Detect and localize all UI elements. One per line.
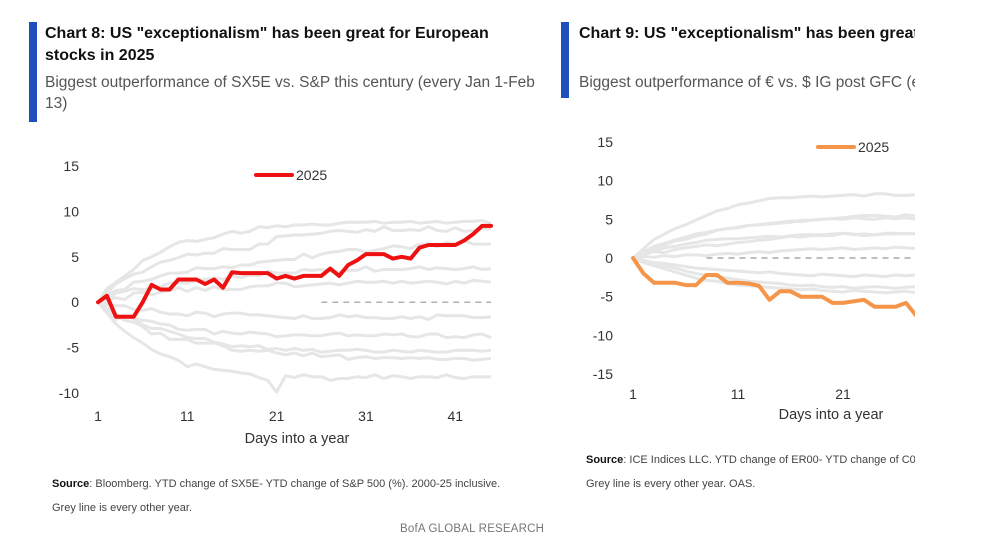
chart-8-grey-series-line	[97, 301, 492, 354]
chart-8-y-tick-label: 0	[71, 294, 79, 310]
chart-8-y-tick-label: -10	[59, 385, 79, 401]
chart-8-x-axis-title: Days into a year	[245, 431, 350, 447]
chart-8-source-line2: Grey line is every other year.	[52, 502, 193, 514]
chart-9-grey-series-line	[632, 245, 915, 260]
chart-9-x-tick-label: 21	[835, 386, 851, 402]
chart-9-y-tick-label: -15	[593, 366, 613, 382]
chart-8-grey-series-line	[97, 300, 492, 321]
chart-8-grey-series-line	[97, 300, 492, 362]
chart-8-title-bar	[29, 22, 37, 122]
chart-8-x-tick-label: 1	[94, 408, 102, 424]
chart-9-grey-series-line	[632, 231, 915, 260]
chart-9-subtitle: Biggest outperformance of € vs. $ IG pos…	[579, 74, 915, 91]
chart-8-legend-label: 2025	[296, 167, 327, 183]
chart-8-source: Source: Bloomberg. YTD change of SX5E- Y…	[52, 472, 500, 496]
chart-8-grey-series-line	[96, 301, 491, 394]
chart-8-grey-series-line	[96, 219, 492, 304]
chart-9-y-tick-label: 5	[605, 211, 613, 227]
chart-9-grey-series-line	[632, 192, 915, 260]
chart-8-y-tick-label: 15	[63, 158, 79, 174]
chart-8-source-text: : Bloomberg. YTD change of SX5E- YTD cha…	[89, 478, 501, 490]
chart-8-subtitle: Biggest outperformance of SX5E vs. S&P t…	[45, 74, 535, 112]
chart-9-x-tick-label: 1	[629, 386, 637, 402]
chart-8-grey-series-line	[97, 300, 492, 340]
chart-9-grey-series-line	[632, 256, 915, 279]
chart-9-source: Source: ICE Indices LLC. YTD change of E…	[586, 448, 915, 472]
chart-8-y-tick-label: 5	[71, 249, 79, 265]
chart-9-y-tick-label: -5	[601, 289, 614, 305]
chart-8-x-tick-label: 31	[358, 408, 374, 424]
chart-8-x-tick-label: 21	[269, 408, 285, 424]
chart-9-grey-series-line	[632, 216, 915, 260]
chart-8-y-tick-label: -5	[67, 340, 80, 356]
chart-8-title: Chart 8: US "exceptionalism" has been gr…	[45, 25, 489, 64]
chart-9-panel: Chart 9: US "exceptionalism" has been gr…	[560, 0, 915, 548]
chart-8-grey-series-line	[96, 225, 491, 304]
footer-brand: BofA GLOBAL RESEARCH	[400, 523, 545, 535]
chart-9-grey-series-line	[632, 256, 915, 295]
chart-8-source-label: Source	[52, 478, 90, 490]
chart-8-x-tick-label: 11	[180, 408, 195, 424]
chart-9-title: Chart 9: US "exceptionalism" has been gr…	[579, 25, 915, 42]
chart-9-x-tick-label: 11	[731, 386, 746, 402]
chart-9-source-label: Source	[586, 454, 624, 466]
chart-8-grey-series-line	[97, 265, 492, 304]
chart-9-title-bar	[561, 22, 569, 98]
chart-9-grey-series-line	[632, 256, 915, 290]
chart-8-series-2025-line	[96, 223, 493, 319]
chart-8-x-tick-label: 41	[447, 408, 463, 424]
chart-8-grey-series-line	[97, 278, 492, 304]
chart-9-source-text: : ICE Indices LLC. YTD change of ER00- Y…	[623, 454, 915, 466]
chart-9-y-tick-label: 10	[597, 173, 613, 189]
chart-8-panel: Chart 8: US "exceptionalism" has been gr…	[29, 22, 535, 514]
chart-9-x-axis-title: Days into a year	[779, 407, 884, 423]
chart-9-y-tick-label: -10	[593, 327, 613, 343]
chart-9-grey-series-line	[632, 231, 915, 260]
chart-9-y-tick-label: 15	[597, 134, 613, 150]
chart-8-y-tick-label: 10	[63, 203, 79, 219]
chart-9-source-line2: Grey line is every other year. OAS.	[586, 478, 756, 490]
chart-9-y-tick-label: 0	[605, 250, 613, 266]
chart-9-legend-label: 2025	[858, 139, 889, 155]
chart-9-series-2025-line	[631, 256, 915, 318]
